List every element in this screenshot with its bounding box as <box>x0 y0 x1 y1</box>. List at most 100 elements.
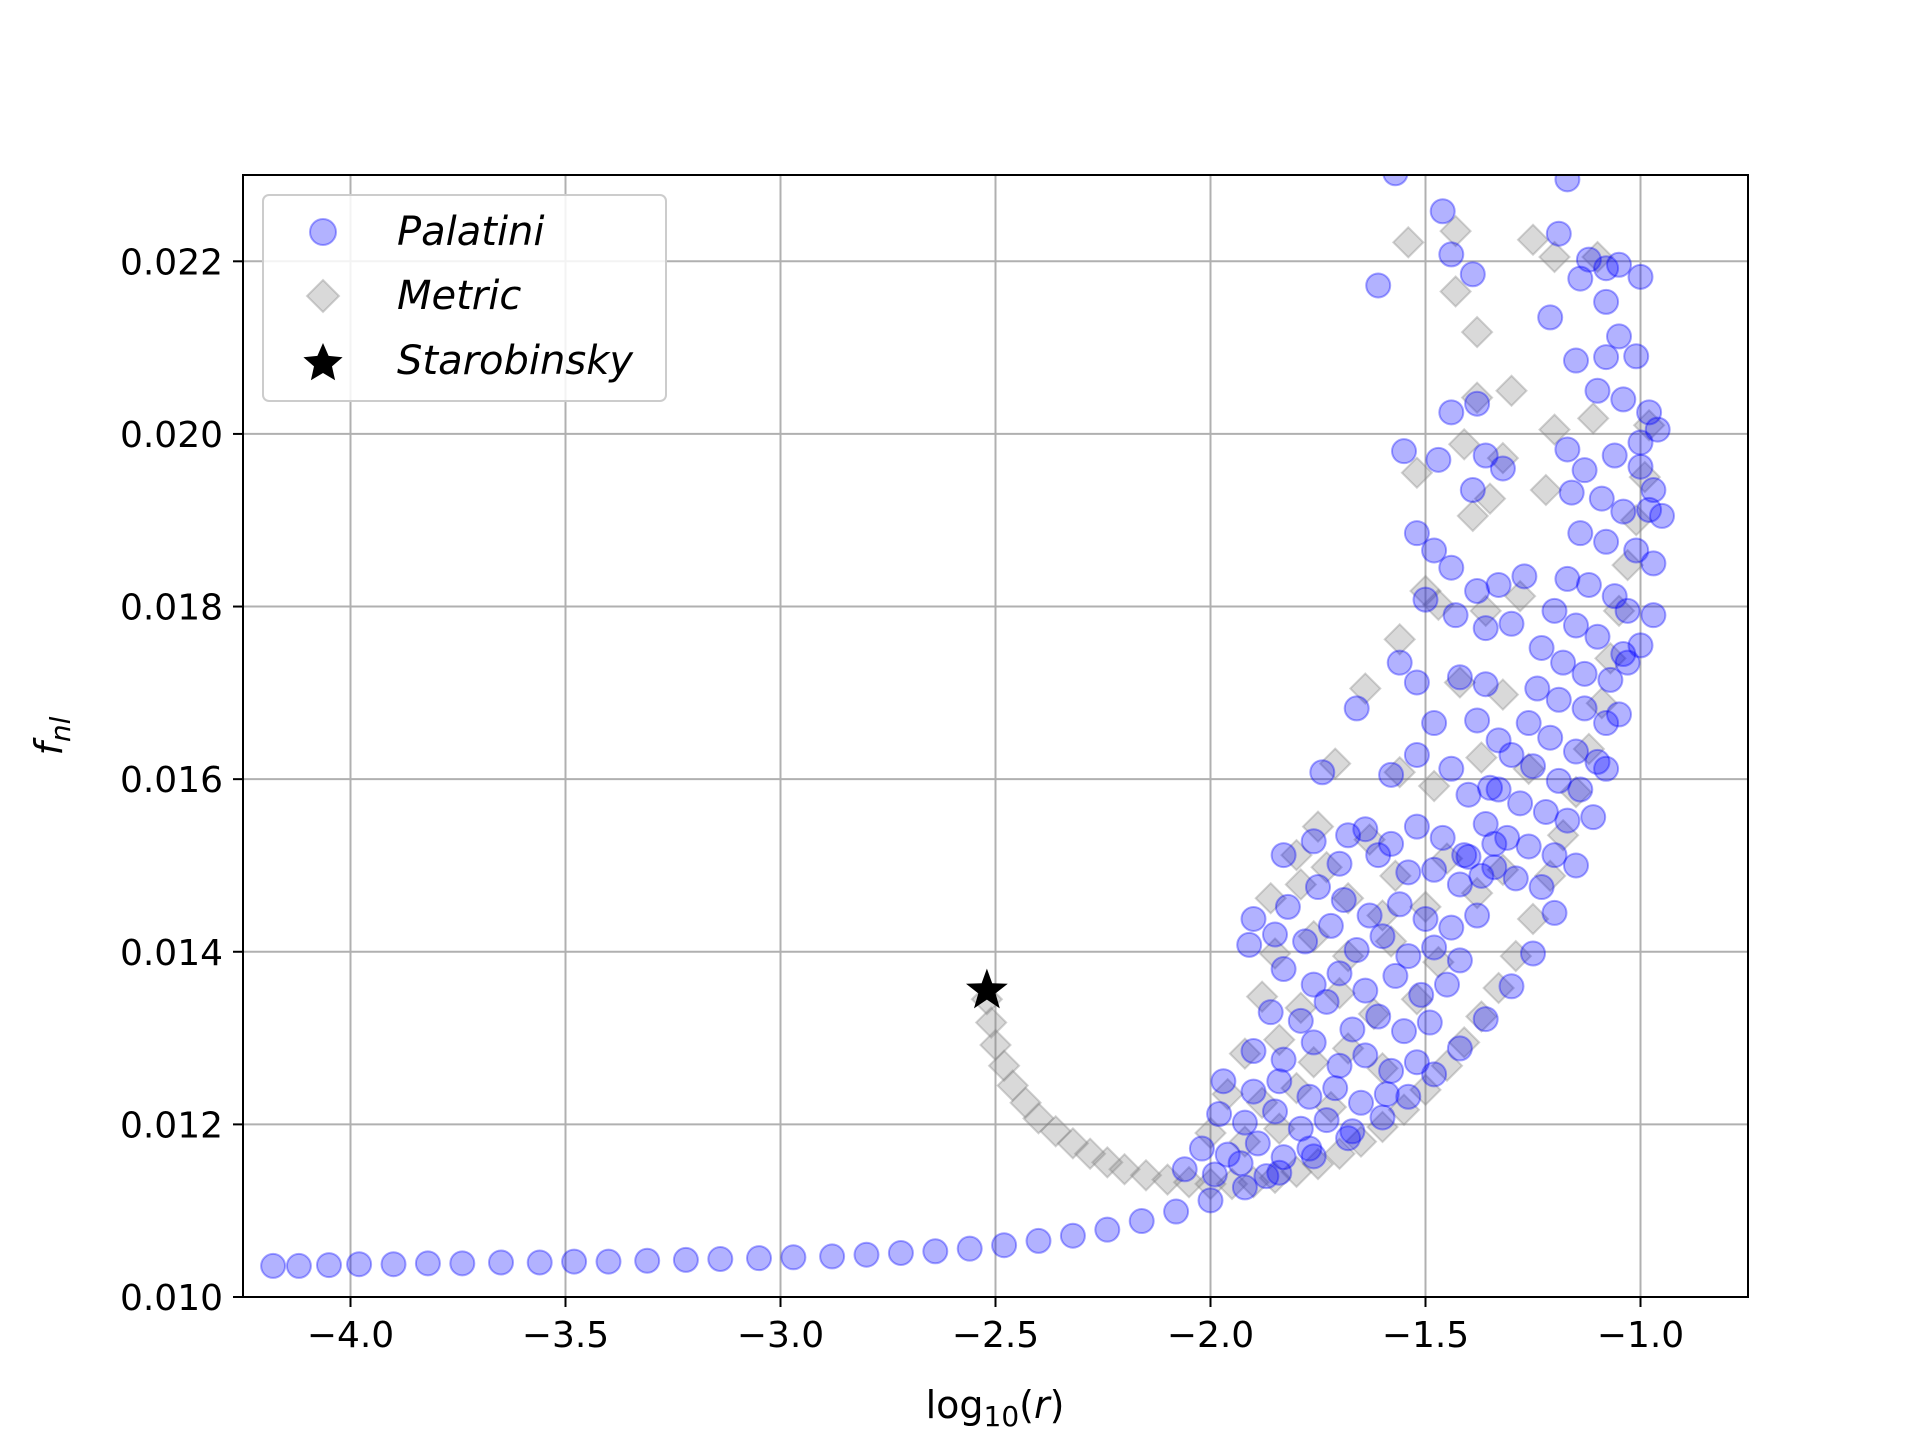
data-point <box>1313 1107 1340 1134</box>
data-point <box>1538 413 1571 447</box>
data-point <box>1554 807 1581 834</box>
data-point <box>1567 776 1594 803</box>
legend-label-metric: Metric <box>397 273 521 319</box>
data-point <box>1581 240 1614 274</box>
data-point <box>1438 914 1465 941</box>
data-point <box>1352 977 1379 1004</box>
data-point <box>1498 973 1525 1000</box>
data-point <box>1545 686 1572 713</box>
data-point <box>1300 828 1327 855</box>
data-point <box>1296 1083 1323 1110</box>
y-tick-label: 0.012 <box>120 1105 223 1146</box>
data-point <box>1326 960 1353 987</box>
data-point <box>780 1244 807 1271</box>
data-point <box>1567 265 1594 292</box>
data-point <box>1326 1052 1353 1079</box>
data-point <box>414 1250 441 1277</box>
data-point <box>1632 408 1666 442</box>
data-point <box>1297 919 1331 953</box>
data-point <box>956 1235 983 1262</box>
data-point <box>1353 823 1387 856</box>
data-point <box>1009 1086 1043 1120</box>
data-point <box>1382 175 1409 187</box>
data-point <box>1528 874 1555 901</box>
data-point <box>1429 198 1456 225</box>
data-point <box>1468 862 1495 889</box>
data-point <box>1201 1161 1228 1188</box>
data-point <box>1408 981 1435 1008</box>
data-point <box>853 1241 880 1268</box>
data-point <box>1512 752 1546 786</box>
legend-box <box>262 194 667 402</box>
data-point <box>1636 399 1663 426</box>
data-point <box>1640 477 1667 504</box>
data-point <box>1365 1003 1392 1030</box>
data-point <box>1400 456 1434 490</box>
data-point <box>1464 707 1491 734</box>
data-point <box>1339 1016 1366 1043</box>
data-point <box>1210 1068 1237 1095</box>
data-point <box>488 1249 514 1276</box>
data-point <box>1257 999 1284 1026</box>
data-point <box>1438 554 1465 581</box>
data-point <box>1447 1025 1481 1059</box>
data-point <box>1314 1090 1348 1124</box>
data-point <box>1559 775 1593 809</box>
data-point <box>1563 612 1589 639</box>
data-point <box>1344 1125 1378 1159</box>
data-point <box>979 1028 1012 1062</box>
data-point <box>1554 436 1581 463</box>
data-point <box>1593 255 1620 282</box>
data-point <box>1366 899 1399 932</box>
data-point <box>1343 937 1370 964</box>
data-point <box>1262 1023 1296 1057</box>
data-point <box>1430 1049 1464 1083</box>
data-point <box>1236 931 1263 958</box>
data-point <box>1628 460 1662 494</box>
data-point <box>1421 856 1448 883</box>
data-point <box>1606 701 1632 728</box>
data-point <box>1528 634 1555 661</box>
data-point <box>1343 695 1370 722</box>
data-point <box>1403 669 1430 696</box>
data-point <box>1485 727 1512 754</box>
data-point <box>1446 947 1473 974</box>
data-point <box>1352 816 1379 843</box>
data-point <box>1244 1130 1271 1157</box>
data-point <box>1403 741 1430 768</box>
series-palatini <box>260 175 1675 1279</box>
data-point <box>1395 1083 1422 1110</box>
data-point <box>1403 1049 1430 1076</box>
data-point <box>1374 924 1408 958</box>
data-point <box>1533 859 1567 893</box>
data-point <box>1537 724 1564 751</box>
data-point <box>1515 833 1542 860</box>
data-point <box>1610 641 1637 668</box>
data-point <box>1550 649 1577 676</box>
data-point <box>1459 261 1486 288</box>
data-point <box>1059 1222 1086 1249</box>
data-point <box>1602 594 1636 628</box>
data-point <box>1498 741 1525 768</box>
data-point <box>1262 1112 1296 1146</box>
data-point <box>1287 1115 1314 1142</box>
data-point <box>1129 1158 1163 1192</box>
data-point <box>1494 824 1521 851</box>
data-point <box>1421 1061 1448 1088</box>
data-point <box>1575 571 1602 598</box>
data-point <box>707 1246 734 1273</box>
data-point <box>1301 1147 1335 1181</box>
data-point <box>991 1232 1018 1259</box>
data-point <box>1409 574 1442 608</box>
data-point <box>526 1249 553 1276</box>
data-point <box>1541 899 1568 926</box>
data-point <box>595 1248 622 1275</box>
legend-marker-palatini <box>309 218 337 246</box>
data-point <box>1421 537 1448 564</box>
data-point <box>1606 323 1632 350</box>
data-point <box>1438 755 1465 782</box>
data-point <box>1292 928 1319 955</box>
data-point <box>1094 1216 1121 1243</box>
data-point <box>1211 1077 1245 1111</box>
data-point <box>1258 937 1292 970</box>
